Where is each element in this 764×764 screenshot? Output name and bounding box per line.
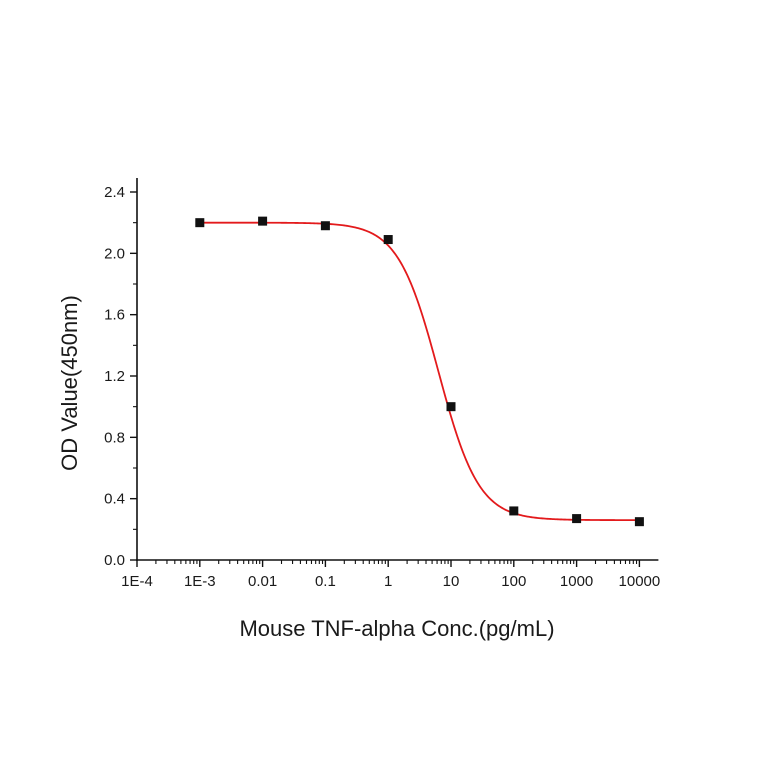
square-marker-icon [258,216,268,226]
x-tick-label: 10 [443,573,460,590]
y-tick-label: 0.0 [104,552,125,569]
y-tick-label: 0.4 [104,491,125,508]
fit-curve [199,221,640,522]
square-marker-icon [383,235,393,245]
square-marker-icon [195,218,205,228]
x-tick-label: 1 [384,573,392,590]
y-tick-label: 2.4 [104,184,125,201]
square-marker-icon [446,402,456,412]
y-tick-label: 1.2 [104,368,125,385]
y-axis: 0.0 0.4 0.8 1.2 1.6 2.0 2.4 [104,178,138,569]
x-tick-label: 10000 [619,573,661,590]
x-axis: 1E-4 1E-3 0.01 0.1 1 10 100 1000 10000 [121,559,661,590]
y-tick-label: 2.0 [104,245,125,262]
x-tick-label: 0.1 [315,573,336,590]
data-points [195,216,644,527]
x-axis-title: Mouse TNF-alpha Conc.(pg/mL) [239,616,554,641]
square-marker-icon [320,221,330,231]
y-tick-label: 1.6 [104,307,125,324]
y-axis-title: OD Value(450nm) [57,295,82,471]
x-tick-label: 100 [501,573,526,590]
x-tick-label: 1000 [560,573,593,590]
square-marker-icon [509,506,519,516]
x-tick-label: 1E-3 [184,573,216,590]
square-marker-icon [634,517,644,527]
y-tick-label: 0.8 [104,429,125,446]
x-tick-label: 1E-4 [121,573,153,590]
x-tick-label: 0.01 [248,573,277,590]
fit-curve-path [199,221,640,522]
square-marker-icon [572,514,582,524]
